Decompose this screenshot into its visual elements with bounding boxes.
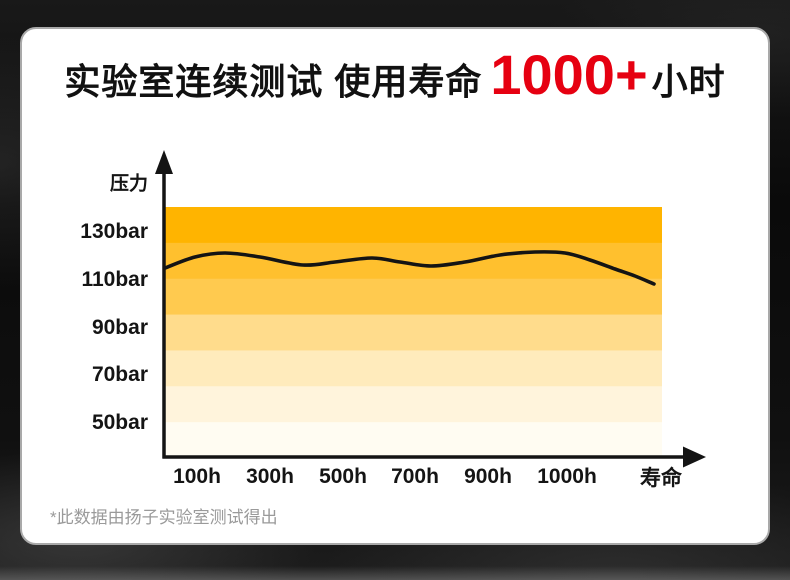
x-tick-300h: 300h <box>246 465 294 488</box>
chart-svg <box>155 150 706 468</box>
x-tick-700h: 700h <box>391 465 439 488</box>
x-tick-1000h: 1000h <box>537 465 597 488</box>
pressure-band-3 <box>165 314 662 352</box>
y-axis-title: 压力 <box>109 173 149 195</box>
y-axis-arrow-icon <box>155 150 173 174</box>
pressure-band-5 <box>165 386 662 423</box>
pressure-band-1 <box>165 242 662 280</box>
title-suffix: 小时 <box>651 61 726 102</box>
y-tick-110bar: 110bar <box>81 267 148 291</box>
y-tick-130bar: 130bar <box>80 220 148 243</box>
x-axis-arrow-icon <box>683 446 706 468</box>
title-text: 实验室连续测试 使用寿命 <box>64 61 483 102</box>
y-tick-70bar: 70bar <box>91 363 148 387</box>
y-tick-50bar: 50bar <box>91 411 148 435</box>
x-tick-500h: 500h <box>319 465 367 488</box>
pressure-curve <box>163 250 656 286</box>
pressure-band-2 <box>165 278 662 316</box>
x-tick-100h: 100h <box>173 465 221 488</box>
x-tick-900h: 900h <box>464 465 512 488</box>
footnote-text: *此数据由扬子实验室测试得出 <box>50 508 278 527</box>
x-tick-寿命: 寿命 <box>640 467 682 490</box>
pressure-band-6 <box>165 422 662 459</box>
title-highlight: 1000+ <box>490 43 648 106</box>
y-tick-90bar: 90bar <box>91 315 148 339</box>
page-title: 实验室连续测试 使用寿命 1000+ 小时 <box>22 43 768 107</box>
pressure-band-4 <box>165 350 662 387</box>
pressure-band-0 <box>165 207 662 244</box>
